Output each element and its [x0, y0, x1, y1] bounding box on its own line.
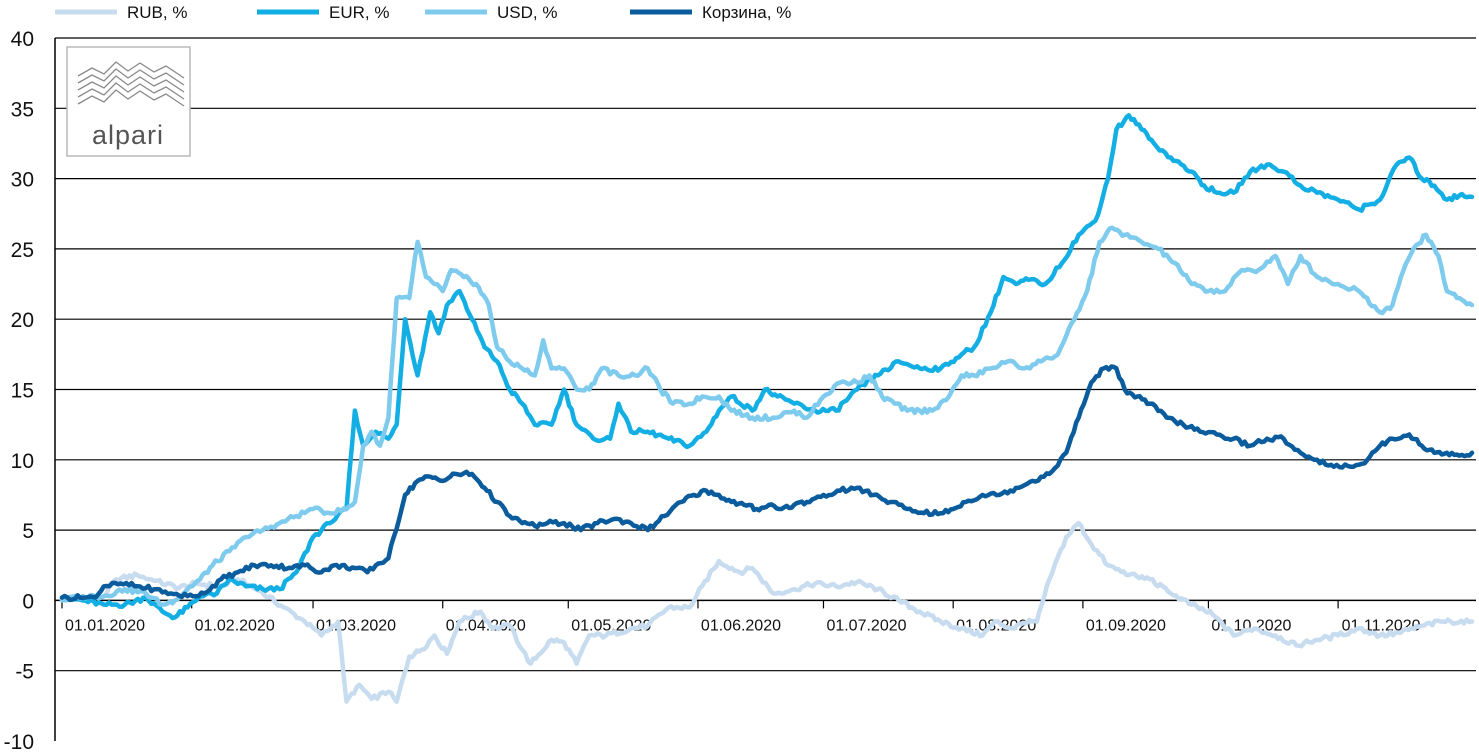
legend-label: EUR, %	[329, 3, 389, 22]
legend: RUB, % EUR, % USD, % Корзина, %	[55, 3, 791, 22]
x-tick-label: 01.07.2020	[826, 617, 906, 634]
x-tick-label: 01.09.2020	[1086, 617, 1166, 634]
y-tick-label: 5	[22, 520, 34, 543]
y-tick-label: -5	[15, 661, 34, 684]
y-tick-label: 35	[11, 98, 34, 121]
logo-text: alpari	[92, 120, 164, 150]
logo-frame	[66, 46, 191, 157]
x-tick-label: 01.02.2020	[195, 617, 275, 634]
series-line	[59, 364, 1475, 603]
legend-label: Корзина, %	[702, 3, 791, 22]
axes: 40 35 30 25 20 15 10 5 0 -5 -10 01.01.2020 01.02.202…	[4, 28, 1476, 754]
mountain-icon	[77, 61, 185, 107]
x-tick-label: 01.01.2020	[65, 617, 145, 634]
series-line	[59, 520, 1475, 704]
y-tick-label: 10	[11, 450, 34, 473]
y-tick-label: 40	[11, 28, 34, 51]
y-tick-label: -10	[4, 731, 34, 750]
x-tick-label: 01.04.2020	[446, 617, 526, 634]
series-line	[59, 225, 1475, 607]
legend-label: RUB, %	[127, 3, 187, 22]
y-tick-label: 15	[11, 380, 34, 403]
series-lines	[59, 113, 1475, 704]
y-tick-label: 0	[22, 590, 34, 613]
y-tick-label: 25	[11, 239, 34, 262]
gridlines	[55, 37, 1476, 672]
y-tick-label: 20	[11, 309, 34, 332]
y-tick-label: 30	[11, 169, 34, 192]
series-line	[59, 113, 1475, 621]
x-tick-label: 01.06.2020	[701, 617, 781, 634]
legend-label: USD, %	[497, 3, 557, 22]
alpari-logo: alpari	[66, 46, 191, 157]
